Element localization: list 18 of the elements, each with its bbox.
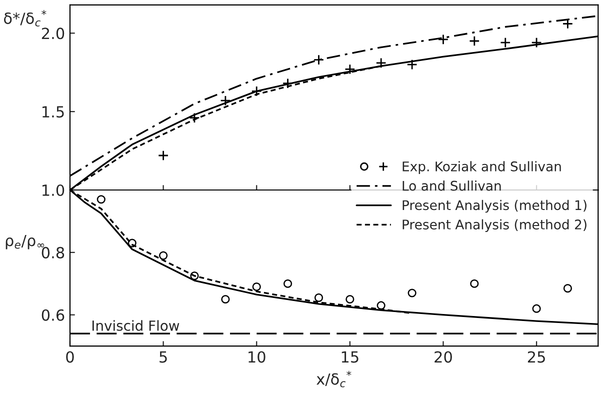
y-tick-label: 1.5 bbox=[42, 106, 64, 118]
legend-label: Lo and Sullivan bbox=[402, 180, 501, 191]
x-tick-label: 5 bbox=[160, 351, 167, 363]
legend-label: Exp. Koziak and Sullivan bbox=[402, 161, 561, 174]
x-tick-label: 10 bbox=[248, 351, 266, 363]
y-axis-title: δ*/δ$_{c}$$^{*}$ bbox=[4, 10, 46, 27]
ref-line-label: Inviscid Flow bbox=[92, 320, 180, 331]
x-tick-label: 0 bbox=[66, 351, 74, 363]
x-tick-label: 20 bbox=[434, 351, 452, 363]
legend-label: Present Analysis (method 2) bbox=[402, 219, 586, 232]
y-tick-label: 2.0 bbox=[42, 28, 64, 40]
x-tick-label: 25 bbox=[528, 351, 545, 363]
legend-label: Present Analysis (method 1) bbox=[402, 200, 586, 213]
y-tick-label: 0.8 bbox=[42, 246, 64, 258]
x-axis-title: x/δ$_{c}$$^{*}$ bbox=[316, 370, 352, 388]
y-tick-label: 0.6 bbox=[42, 309, 64, 321]
x-tick-label: 15 bbox=[342, 351, 358, 363]
y-tick-label: 1.0 bbox=[42, 184, 64, 196]
